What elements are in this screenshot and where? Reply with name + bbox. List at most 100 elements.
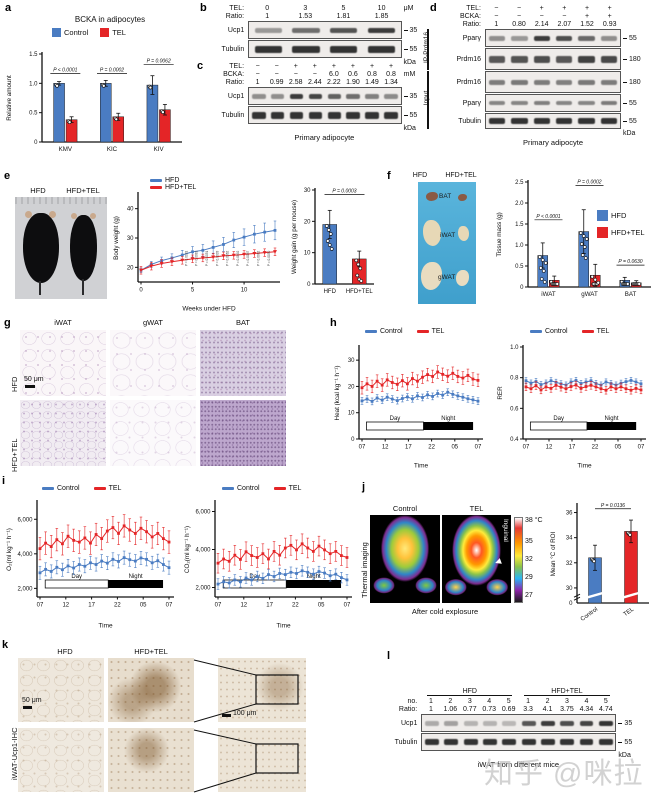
blot-band [600,101,617,105]
svg-text:BAT: BAT [625,291,637,298]
blot-lane-value: + [293,63,298,70]
svg-text:1.5: 1.5 [29,52,38,58]
blot-band [556,55,573,63]
panel-a-title: BCKA in adipocytes [74,15,146,24]
blot-band [578,55,595,63]
blot-lane-value: 3.3 [523,706,533,713]
blot-caption: Primary adipocyte [294,133,355,142]
blot-lane-value: − [293,71,298,78]
blot-band [308,93,323,99]
blot-group-label: IP-Prdm16 [423,31,430,64]
hfdtel-swatch [597,227,608,238]
blot-lane-value: 4.34 [579,706,594,713]
blot-band [521,739,536,745]
blot-lane-value: + [562,5,567,12]
hfdtel-legend-label: HFD+TEL [611,228,645,237]
svg-text:10: 10 [348,411,355,417]
blot-row: TEL: − − + + + + + + [203,63,431,70]
blot-band [463,739,478,745]
blot-row: Pparγ 55 [437,94,655,112]
svg-text:TEL: TEL [623,606,636,618]
blot-header-label: BCKA: [223,71,245,78]
histology-bat-hfdtel [200,400,286,466]
blot-band [489,79,506,85]
ihc-zoom-1 [218,658,306,722]
svg-text:P = 0.0181: P = 0.0181 [184,250,188,266]
blot-group-label: Input [423,90,430,106]
svg-text:12: 12 [546,445,553,451]
thermal-scale-27: 27 [525,592,533,599]
svg-text:CO₂(ml kg⁻¹ h⁻¹): CO₂(ml kg⁻¹ h⁻¹) [184,526,191,573]
svg-text:P = 0.0081: P = 0.0081 [195,250,199,266]
iwat-tissue [458,226,469,241]
inguinal-label: Inguinal [502,519,509,542]
hfd-swatch [597,210,608,221]
blot-band [578,35,595,41]
svg-text:07: 07 [638,445,645,451]
hfdtel-legend-label: HFD+TEL [165,184,197,191]
panel-letter-f: f [387,170,391,182]
blot-band [444,739,459,745]
panel-a-legend: Control TEL [52,28,126,37]
blot-lane-value: + [312,63,317,70]
kda-marker: 35 [402,93,432,100]
blot-row: kDa [203,125,431,132]
kda-marker: 55 [616,739,646,746]
svg-text:07: 07 [523,445,530,451]
k-col-hfdtel: HFD+TEL [134,647,168,656]
control-swatch [52,28,61,37]
blot-row: BCKA: − − − − + + [437,13,655,20]
blot-band [560,739,575,745]
blot-band [600,55,617,63]
svg-text:Weeks under HFD: Weeks under HFD [182,306,236,313]
blot-band [292,27,320,33]
blot-row: TEL: 0 3 5 10 μM [203,5,431,12]
mouse-photo-label-hfd: HFD [30,186,46,195]
bat-label: BAT [439,193,452,200]
tel-legend-label: TEL [112,28,126,37]
heat-chart: 0 10 20 30 Heat (kcal kg⁻¹ h⁻¹) Time 07 12 17 22 0… [334,345,483,469]
bat-tissue [426,192,438,201]
blot-band [346,111,361,119]
svg-text:KMV: KMV [59,146,73,153]
ihc-hfd-2 [18,728,104,792]
blot-band [579,739,594,745]
thermal-scale-38: 38 °C [525,517,543,524]
blot-header-label: Ratio: [225,13,245,20]
kda-marker: 35 [402,27,432,34]
tel-legend-label: TEL [596,328,610,335]
blot-band [600,118,617,124]
blot-lane-value: 1.52 [580,21,594,28]
heat-legend: Control TEL [365,328,444,335]
blot-band [598,739,613,745]
blot-lane-value: − [539,13,544,20]
k-scale2-bar [222,714,231,717]
rer-chart: 0.4 0.6 0.8 1.0 RER Time 07 12 17 22 05 07 Day Night [497,345,646,470]
svg-text:Time: Time [577,463,592,470]
ihc-hfd-1 [18,658,104,722]
co2-legend: Control TEL [222,485,301,492]
svg-text:05: 05 [140,603,147,609]
blot-header-label: no. [407,698,418,705]
mouse-ear [25,211,32,218]
blot-group-bracket [427,29,429,70]
thermal-caption: After cold explosure [411,607,479,616]
thermal-scale-29: 29 [525,574,533,581]
svg-text:P = 0.0136: P = 0.0136 [601,503,625,509]
blot-lane-value: 1 [428,698,433,705]
svg-text:0: 0 [520,285,524,291]
panel-letter-k: k [2,639,9,651]
svg-text:Day: Day [390,416,401,422]
blot-lane-value: 2.07 [557,21,572,28]
svg-text:0.8: 0.8 [510,376,519,382]
blot-band [330,27,358,33]
kda-label: kDa [403,125,416,132]
kda-label: kDa [623,130,636,137]
blot-band [251,93,266,99]
blot-band [556,35,573,41]
blot-lane-value: 2.58 [288,79,303,86]
k-scale1-label: 50 μm [22,697,42,704]
svg-text:2,000: 2,000 [17,586,33,592]
blot-band [489,55,506,63]
blot-lane-value: 0.99 [269,79,284,86]
